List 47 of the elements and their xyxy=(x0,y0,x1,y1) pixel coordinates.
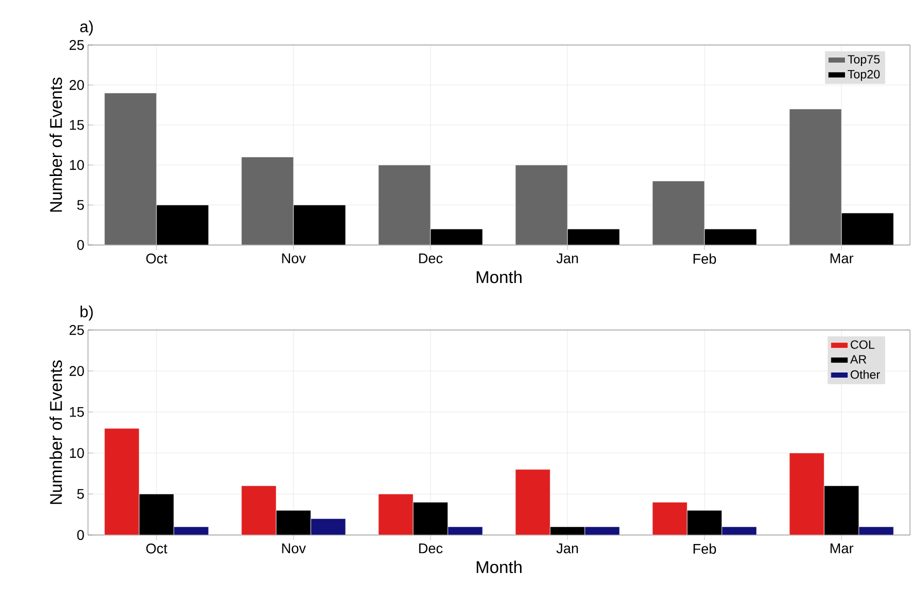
bar xyxy=(515,164,568,245)
x-tick-label: Nov xyxy=(282,254,306,264)
x-tick-label: Jan xyxy=(556,544,578,554)
bar xyxy=(241,486,276,535)
legend-label: AR xyxy=(850,355,866,364)
y-tick-label: 0 xyxy=(77,530,84,540)
y-tick-label: 10 xyxy=(70,160,84,170)
y-tick-label: 15 xyxy=(70,120,84,130)
x-tick-label: Oct xyxy=(146,544,168,554)
x-tick-label: Dec xyxy=(419,544,443,554)
y-tick-label: 25 xyxy=(70,40,84,50)
y-tick-label: 15 xyxy=(70,407,84,417)
bar xyxy=(789,452,824,535)
x-tick-label: Oct xyxy=(146,254,168,264)
legend-label: Top75 xyxy=(848,55,880,66)
bar xyxy=(378,164,431,245)
legend-label: COL xyxy=(850,340,874,349)
y-tick-label: 20 xyxy=(70,80,84,90)
chart-title: b) xyxy=(80,306,93,320)
x-tick-label: Jan xyxy=(556,254,578,264)
y-tick-label: 20 xyxy=(70,366,84,376)
bar xyxy=(652,180,705,245)
x-tick-label: Mar xyxy=(830,544,854,554)
x-axis-title: Month xyxy=(476,560,522,574)
x-tick-label: Dec xyxy=(419,254,443,264)
y-tick-label: 0 xyxy=(77,240,84,250)
bar xyxy=(241,156,294,245)
bar xyxy=(378,494,414,535)
legend-label: Other xyxy=(850,370,880,379)
x-tick-label: Nov xyxy=(282,544,306,554)
y-axis-title: Numnber of Events xyxy=(50,360,62,504)
y-axis-title: Number of Events xyxy=(50,78,62,212)
chart-title: a) xyxy=(80,20,93,36)
y-tick-label: 5 xyxy=(77,200,84,210)
x-tick-label: Feb xyxy=(694,544,716,554)
bar xyxy=(652,502,688,535)
bar xyxy=(515,469,550,535)
x-tick-label: Mar xyxy=(830,254,854,264)
y-tick-label: 10 xyxy=(70,448,84,458)
y-tick-label: 25 xyxy=(70,325,84,335)
x-axis-title: Month xyxy=(476,270,522,284)
x-tick-label: Feb xyxy=(694,254,716,264)
y-tick-label: 5 xyxy=(77,489,84,499)
bar xyxy=(789,108,842,245)
legend-label: Top20 xyxy=(848,70,880,81)
bar xyxy=(104,428,140,535)
bar xyxy=(104,92,157,245)
